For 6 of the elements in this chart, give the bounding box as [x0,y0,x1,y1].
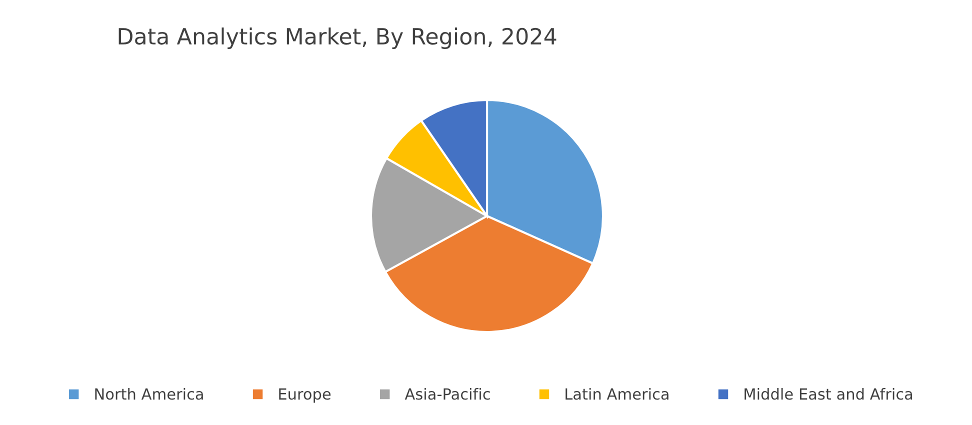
chart-title: Data Analytics Market, By Region, 2024 [118,27,556,50]
legend-label: Asia-Pacific [404,388,490,400]
legend-label: North America [95,388,203,400]
legend-label: Latin America [566,388,668,400]
legend-label: Middle East and Africa [744,388,912,400]
legend-label: Europe [279,388,331,403]
